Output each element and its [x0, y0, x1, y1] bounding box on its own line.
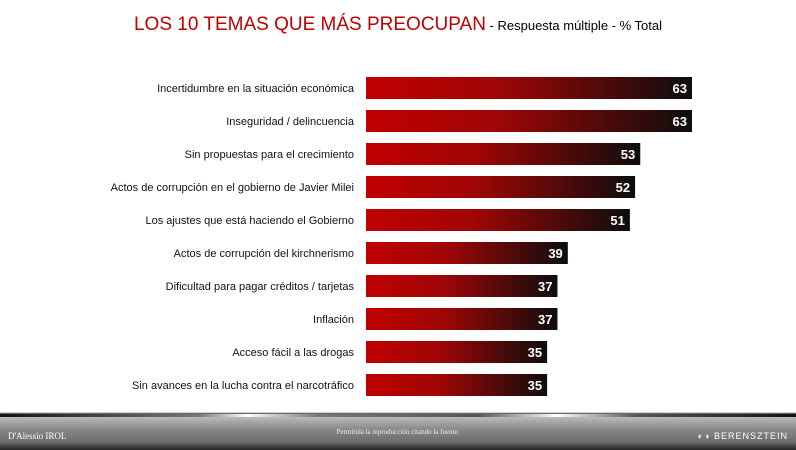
- data-label: 37: [538, 279, 552, 294]
- data-label: 35: [528, 345, 542, 360]
- footer-divider: [0, 414, 796, 417]
- data-label: 63: [673, 81, 687, 96]
- bar-chart: Incertidumbre en la situación económica 6…: [111, 77, 692, 396]
- category-label: Dificultad para pagar créditos / tarjeta…: [166, 281, 355, 293]
- category-label: Sin avances en la lucha contra el narcot…: [132, 380, 354, 392]
- bar: [366, 242, 568, 264]
- berensztein-logo: ◐◑ BERENSZTEIN: [697, 431, 788, 441]
- berensztein-logo-text: BERENSZTEIN: [713, 431, 788, 441]
- category-label: Inseguridad / delincuencia: [226, 116, 355, 128]
- dalessio-logo: D'Alessio IROL: [8, 431, 67, 441]
- bar: [366, 341, 548, 363]
- data-label: 63: [673, 114, 687, 129]
- data-label: 52: [616, 180, 630, 195]
- bar: [366, 110, 692, 132]
- category-label: Sin propuestas para el crecimiento: [185, 149, 354, 161]
- data-label: 37: [538, 312, 552, 327]
- category-label: Actos de corrupción del kirchnerismo: [174, 248, 354, 260]
- bar: [366, 209, 630, 231]
- category-label: Incertidumbre en la situación económica: [157, 83, 355, 95]
- bar: [366, 77, 692, 99]
- data-label: 39: [548, 246, 562, 261]
- category-label: Actos de corrupción en el gobierno de Ja…: [111, 182, 354, 194]
- bar: [366, 176, 636, 198]
- data-label: 53: [621, 147, 635, 162]
- bar: [366, 374, 548, 396]
- title-sub: - Respuesta múltiple - % Total: [485, 18, 662, 33]
- footer-note: Permitida la reproducción citando la fue…: [336, 428, 460, 436]
- category-label: Acceso fácil a las drogas: [232, 347, 354, 359]
- data-label: 51: [610, 213, 624, 228]
- title-main: LOS 10 TEMAS QUE MÁS PREOCUPAN: [133, 14, 486, 35]
- category-label: Inflación: [313, 314, 354, 326]
- data-label: 35: [528, 378, 542, 393]
- category-label: Los ajustes que está haciendo el Gobiern…: [145, 215, 354, 227]
- bar: [366, 308, 558, 330]
- bar: [366, 143, 641, 165]
- footer: D'Alessio IROL Permitida la reproducción…: [0, 412, 796, 450]
- bar: [366, 275, 558, 297]
- chart-title: LOS 10 TEMAS QUE MÁS PREOCUPAN - Respues…: [0, 14, 796, 36]
